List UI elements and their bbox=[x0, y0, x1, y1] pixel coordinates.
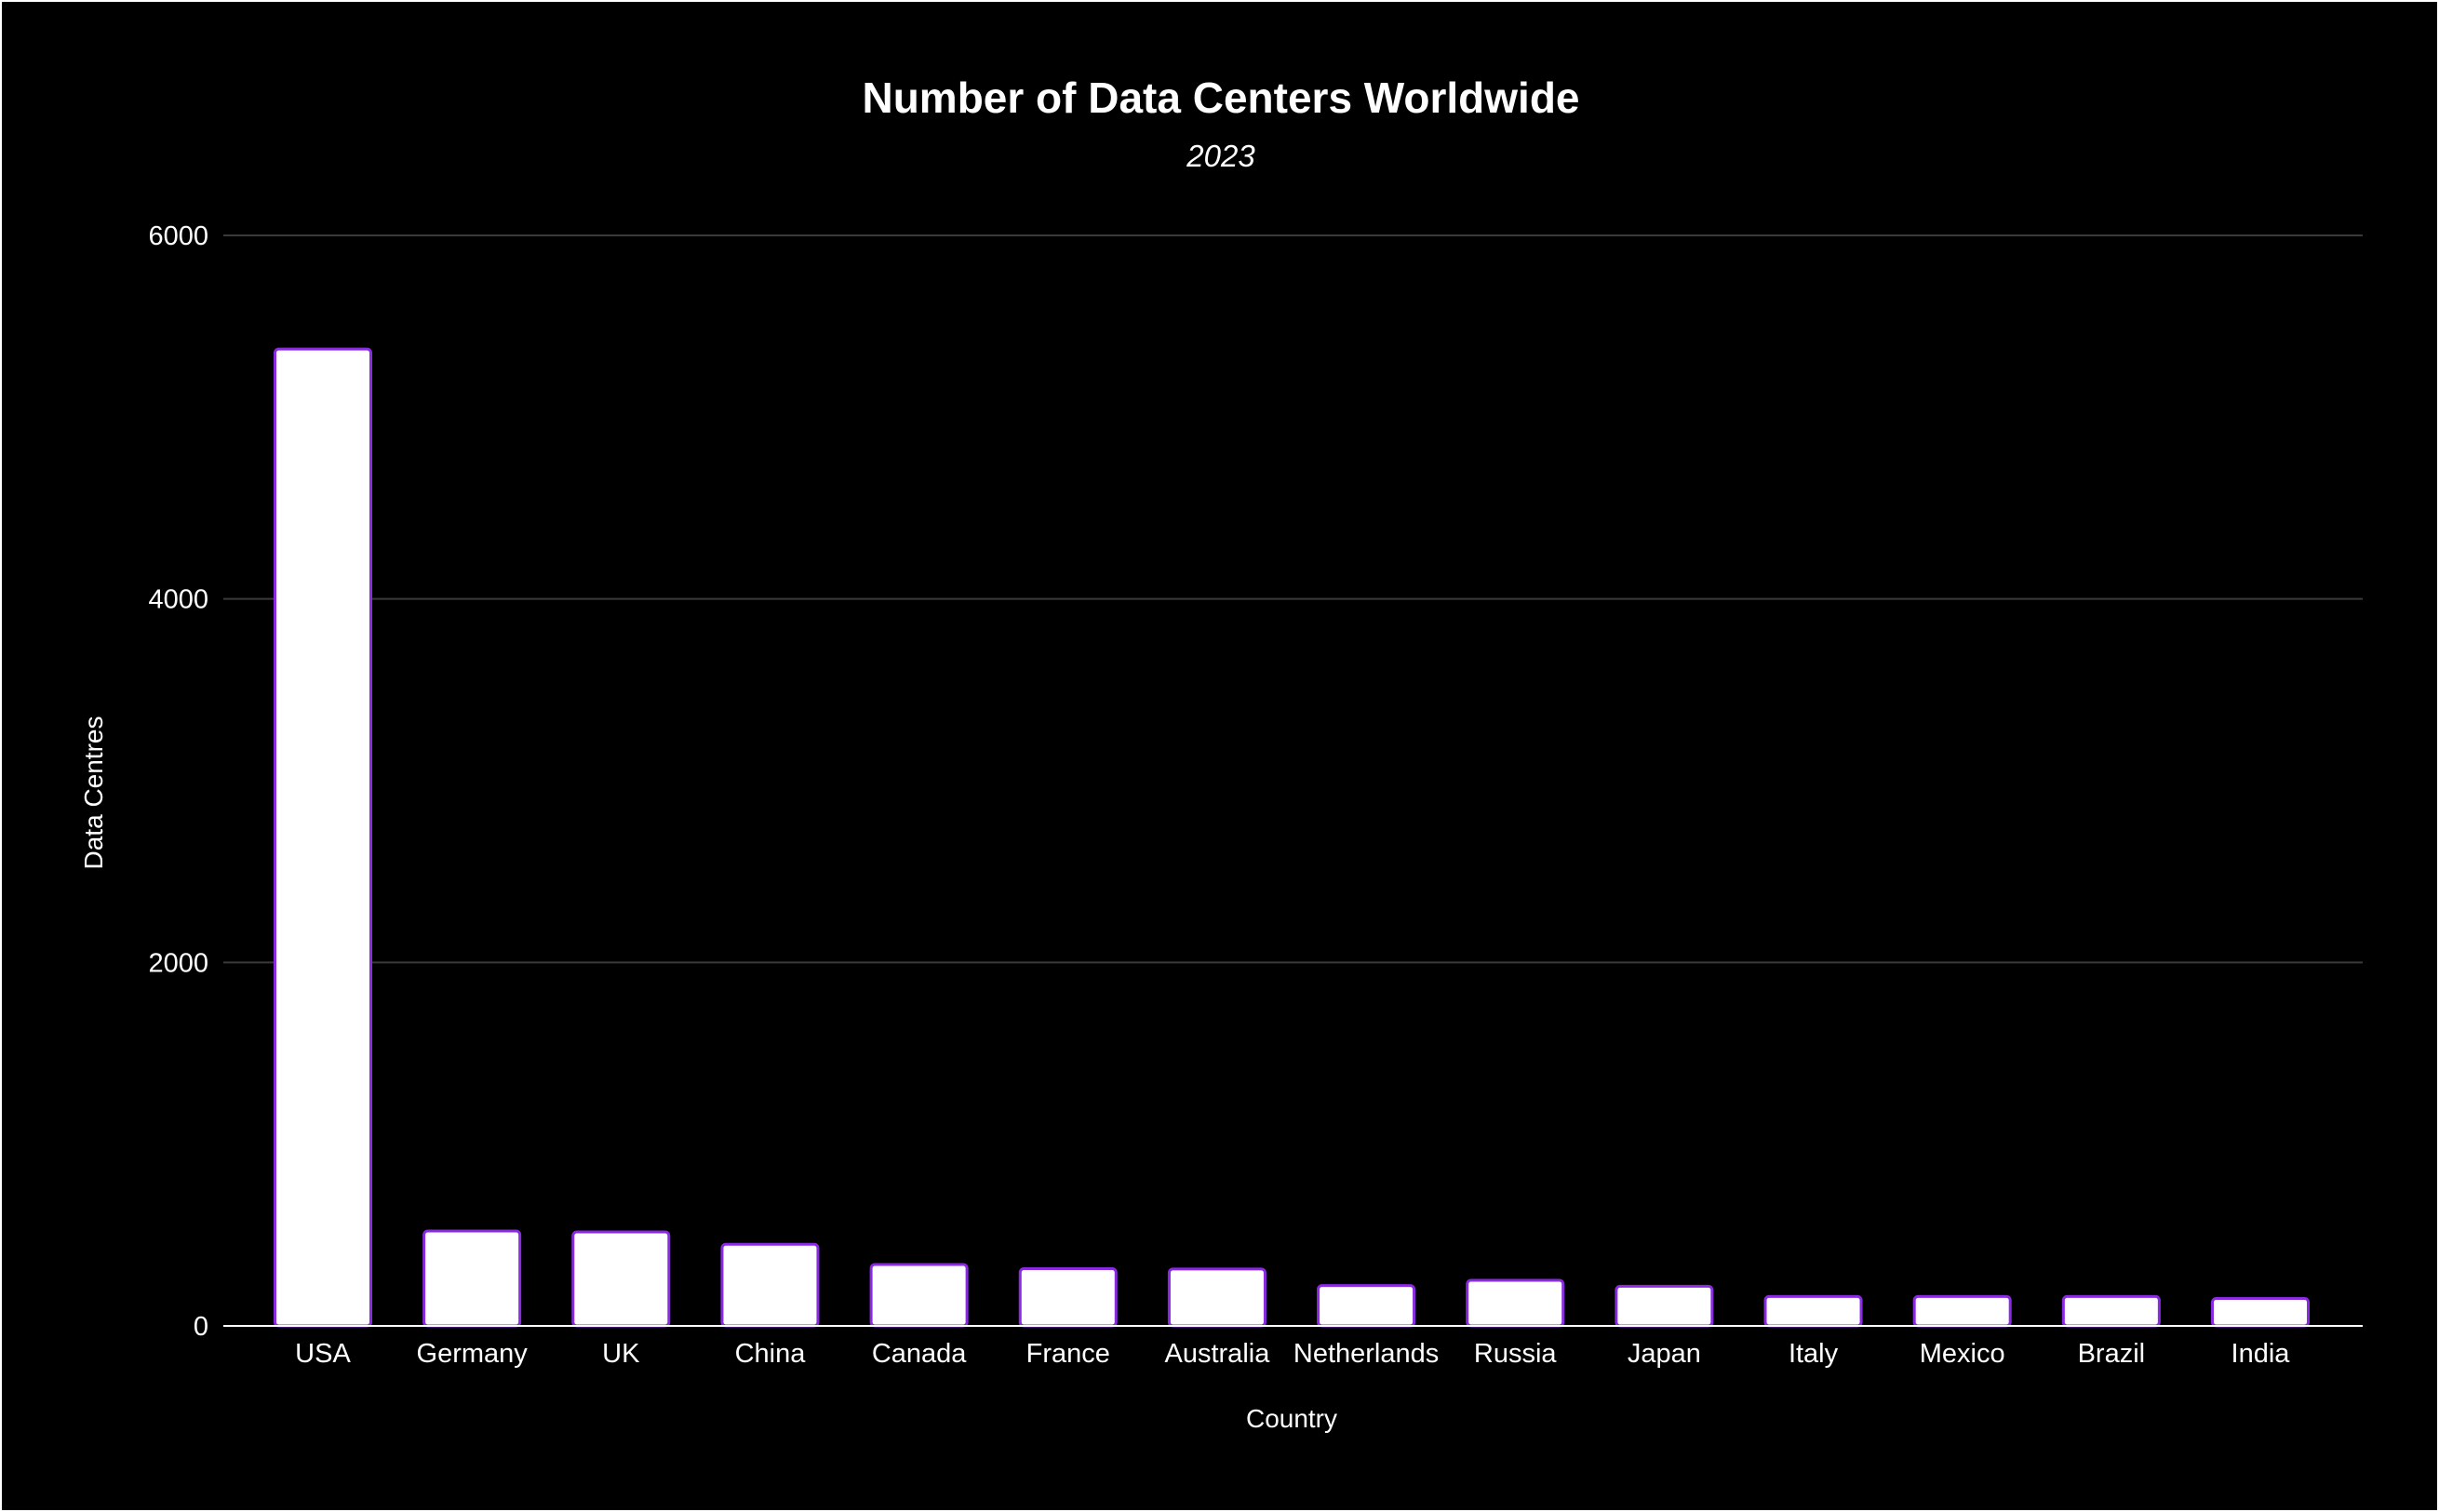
x-tick-label: Canada bbox=[872, 1339, 967, 1369]
bar-australia bbox=[1167, 1267, 1266, 1328]
chart-title: Number of Data Centers Worldwide bbox=[862, 74, 1579, 122]
x-axis-title: Country bbox=[1246, 1404, 1337, 1433]
gridlines bbox=[223, 234, 2363, 964]
bar-brazil bbox=[2061, 1294, 2161, 1328]
y-axis-ticks: 0 2000 4000 6000 bbox=[148, 221, 208, 1342]
bar-netherlands bbox=[1317, 1284, 1416, 1328]
y-tick-label: 0 bbox=[194, 1312, 208, 1342]
bar-russia bbox=[1466, 1278, 1565, 1328]
x-axis-ticks: USA Germany UK China Canada France Australia Ne… bbox=[295, 1339, 2290, 1369]
x-tick-label: Germany bbox=[417, 1339, 529, 1369]
x-tick-label: UK bbox=[602, 1339, 640, 1369]
x-tick-label: Russia bbox=[1474, 1339, 1558, 1369]
bar-uk bbox=[571, 1230, 671, 1328]
y-axis-title: Data Centres bbox=[79, 716, 108, 870]
bar-usa bbox=[274, 347, 372, 1328]
bars bbox=[274, 347, 2310, 1328]
bar-canada bbox=[869, 1263, 969, 1328]
x-tick-label: India bbox=[2231, 1339, 2291, 1369]
y-tick-label: 6000 bbox=[148, 221, 208, 251]
bar-india bbox=[2211, 1297, 2310, 1328]
bar-china bbox=[720, 1242, 820, 1328]
x-tick-label: USA bbox=[295, 1339, 351, 1369]
x-tick-label: Australia bbox=[1165, 1339, 1271, 1369]
y-tick-label: 2000 bbox=[148, 948, 208, 978]
x-tick-label: Italy bbox=[1789, 1339, 1839, 1369]
bar-germany bbox=[422, 1229, 522, 1328]
bar-italy bbox=[1763, 1294, 1863, 1328]
bar-france bbox=[1018, 1266, 1118, 1328]
x-tick-label: Japan bbox=[1628, 1339, 1701, 1369]
bar-japan bbox=[1615, 1284, 1714, 1328]
x-tick-label: China bbox=[735, 1339, 807, 1369]
y-tick-label: 4000 bbox=[148, 585, 208, 615]
x-tick-label: Netherlands bbox=[1293, 1339, 1439, 1369]
chart-subtitle: 2023 bbox=[1186, 139, 1255, 173]
bar-mexico bbox=[1912, 1294, 2012, 1328]
x-tick-label: Mexico bbox=[1920, 1339, 2005, 1369]
x-tick-label: Brazil bbox=[2078, 1339, 2146, 1369]
x-tick-label: France bbox=[1026, 1339, 1110, 1369]
